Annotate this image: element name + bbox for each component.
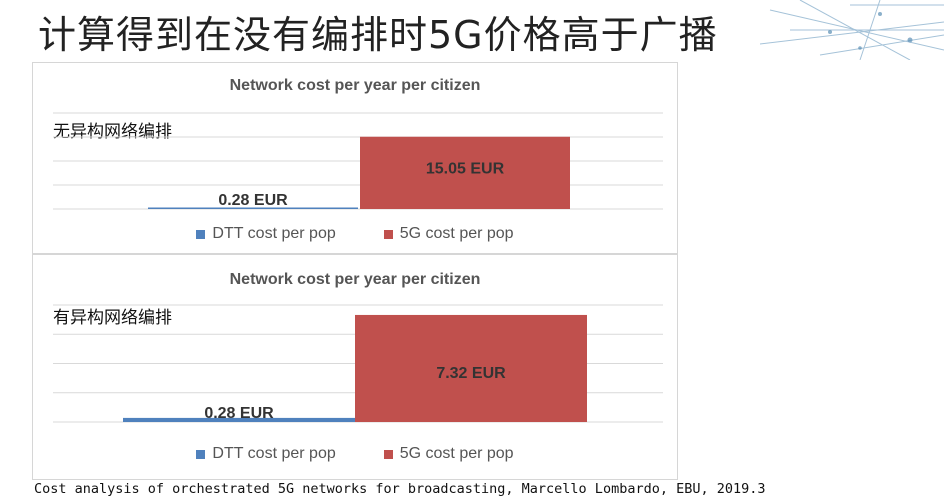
- legend-item-dtt: DTT cost per pop: [196, 225, 336, 243]
- legend-swatch-5g: [383, 449, 393, 459]
- legend-item-5g: 5G cost per pop: [383, 225, 514, 243]
- legend-swatch-dtt: [196, 229, 206, 239]
- chart-annotation: 有异构网络编排: [53, 308, 172, 328]
- network-decoration-graphic: [760, 0, 944, 60]
- data-label-dtt: 0.28 EUR: [204, 405, 274, 422]
- data-label-5g: 15.05 EUR: [426, 160, 505, 177]
- legend-label-5g: 5G cost per pop: [399, 225, 514, 242]
- source-citation: Cost analysis of orchestrated 5G network…: [34, 481, 766, 497]
- chart-panel-no-orchestration: Network cost per year per citizen 无异构网络编…: [32, 62, 678, 254]
- legend-item-5g: 5G cost per pop: [383, 445, 514, 463]
- legend-label-dtt: DTT cost per pop: [212, 445, 336, 462]
- data-label-dtt: 0.28 EUR: [218, 192, 288, 209]
- legend-swatch-5g: [383, 229, 393, 239]
- chart-title: Network cost per year per citizen: [229, 77, 481, 94]
- legend-label-dtt: DTT cost per pop: [212, 225, 336, 242]
- data-label-5g: 7.32 EUR: [436, 365, 506, 382]
- bar-dtt: [148, 207, 358, 209]
- chart-title: Network cost per year per citizen: [229, 271, 481, 288]
- chart-panel-with-orchestration: Network cost per year per citizen 有异构网络编…: [32, 254, 678, 480]
- slide-title: 计算得到在没有编排时5G价格高于广播: [38, 13, 718, 57]
- bar-5g: [360, 136, 570, 209]
- bar-dtt: [123, 417, 355, 422]
- chart-legend: DTT cost per pop 5G cost per pop: [33, 445, 677, 463]
- legend-item-dtt: DTT cost per pop: [196, 445, 336, 463]
- legend-label-5g: 5G cost per pop: [399, 445, 514, 462]
- chart-plot-area: 0.28 EUR 15.05 EUR: [53, 112, 663, 210]
- bar-5g: [355, 314, 587, 422]
- legend-swatch-dtt: [196, 449, 206, 459]
- chart-legend: DTT cost per pop 5G cost per pop: [33, 225, 677, 243]
- chart-plot-area: 0.28 EUR 7.32 EUR: [53, 304, 663, 423]
